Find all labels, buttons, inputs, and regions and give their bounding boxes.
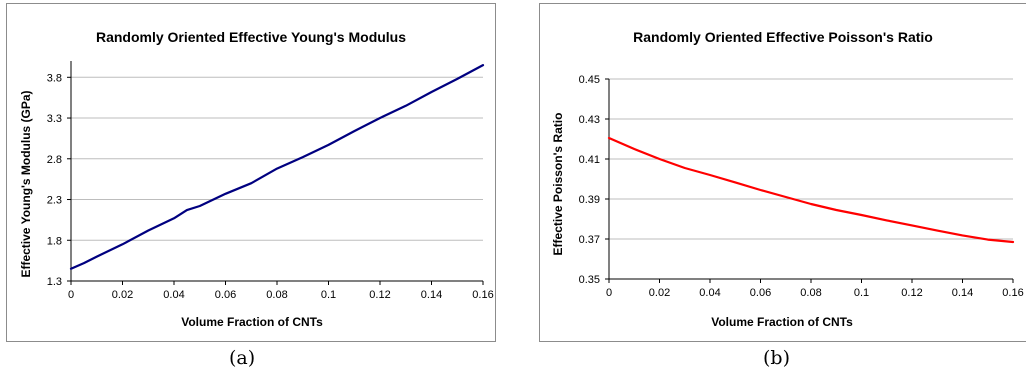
chart-a-y-tick-label: 3.3: [47, 113, 62, 125]
chart-b-x-tick-label: 0.1: [854, 287, 869, 299]
chart-b-title: Randomly Oriented Effective Poisson's Ra…: [633, 29, 933, 45]
chart-a: Randomly Oriented Effective Young's Modu…: [19, 29, 494, 329]
caption-a: (a): [229, 347, 256, 369]
chart-a-y-tick-label: 3.8: [47, 72, 62, 84]
chart-a-y-tick-label: 1.8: [47, 235, 62, 247]
chart-a-series-line: [69, 63, 485, 270]
chart-a-panel: Randomly Oriented Effective Young's Modu…: [6, 3, 496, 342]
chart-a-x-tick-label: 0.1: [321, 289, 336, 301]
chart-b-x-tick-label: 0.04: [699, 287, 720, 299]
chart-b-xlabel: Volume Fraction of CNTs: [711, 315, 853, 329]
chart-a-x-tick-label: 0.08: [266, 289, 287, 301]
chart-b: Randomly Oriented Effective Poisson's Ra…: [551, 29, 1024, 329]
chart-b-ylabel: Effective Poisson's Ratio: [551, 113, 565, 256]
chart-b-y-tick-label: 0.35: [579, 274, 600, 286]
chart-b-x-tick-label: 0: [606, 287, 612, 299]
chart-a-y-tick-label: 2.8: [47, 154, 62, 166]
chart-a-ylabel: Effective Young's Modulus (GPa): [19, 90, 33, 277]
chart-b-y-tick-label: 0.43: [579, 114, 600, 126]
chart-a-x-tick-label: 0.14: [421, 289, 442, 301]
chart-a-x-tick-label: 0.02: [112, 289, 133, 301]
chart-b-x-tick-label: 0.08: [800, 287, 821, 299]
chart-a-xlabel: Volume Fraction of CNTs: [181, 315, 323, 329]
chart-b-panel: Randomly Oriented Effective Poisson's Ra…: [539, 3, 1026, 342]
chart-a-x-tick-label: 0.04: [163, 289, 184, 301]
chart-b-x-tick-label: 0.12: [901, 287, 922, 299]
chart-a-x-tick-label: 0.06: [215, 289, 236, 301]
chart-b-x-tick-label: 0.06: [750, 287, 771, 299]
chart-b-series-line: [607, 136, 1015, 244]
chart-b-x-tick-label: 0.16: [1002, 287, 1023, 299]
chart-b-y-tick-label: 0.41: [579, 154, 600, 166]
chart-a-x-tick-label: 0: [68, 289, 74, 301]
chart-a-x-tick-label: 0.12: [369, 289, 390, 301]
chart-a-title: Randomly Oriented Effective Young's Modu…: [96, 29, 406, 45]
chart-a-x-tick-label: 0.16: [472, 289, 493, 301]
chart-b-x-tick-label: 0.02: [649, 287, 670, 299]
caption-b: (b): [763, 347, 790, 369]
chart-a-y-tick-label: 2.3: [47, 195, 62, 207]
chart-b-x-tick-label: 0.14: [952, 287, 973, 299]
chart-b-y-tick-label: 0.37: [579, 234, 600, 246]
chart-a-y-tick-label: 1.3: [47, 276, 62, 288]
chart-b-y-tick-label: 0.45: [579, 74, 600, 86]
chart-b-y-tick-label: 0.39: [579, 194, 600, 206]
